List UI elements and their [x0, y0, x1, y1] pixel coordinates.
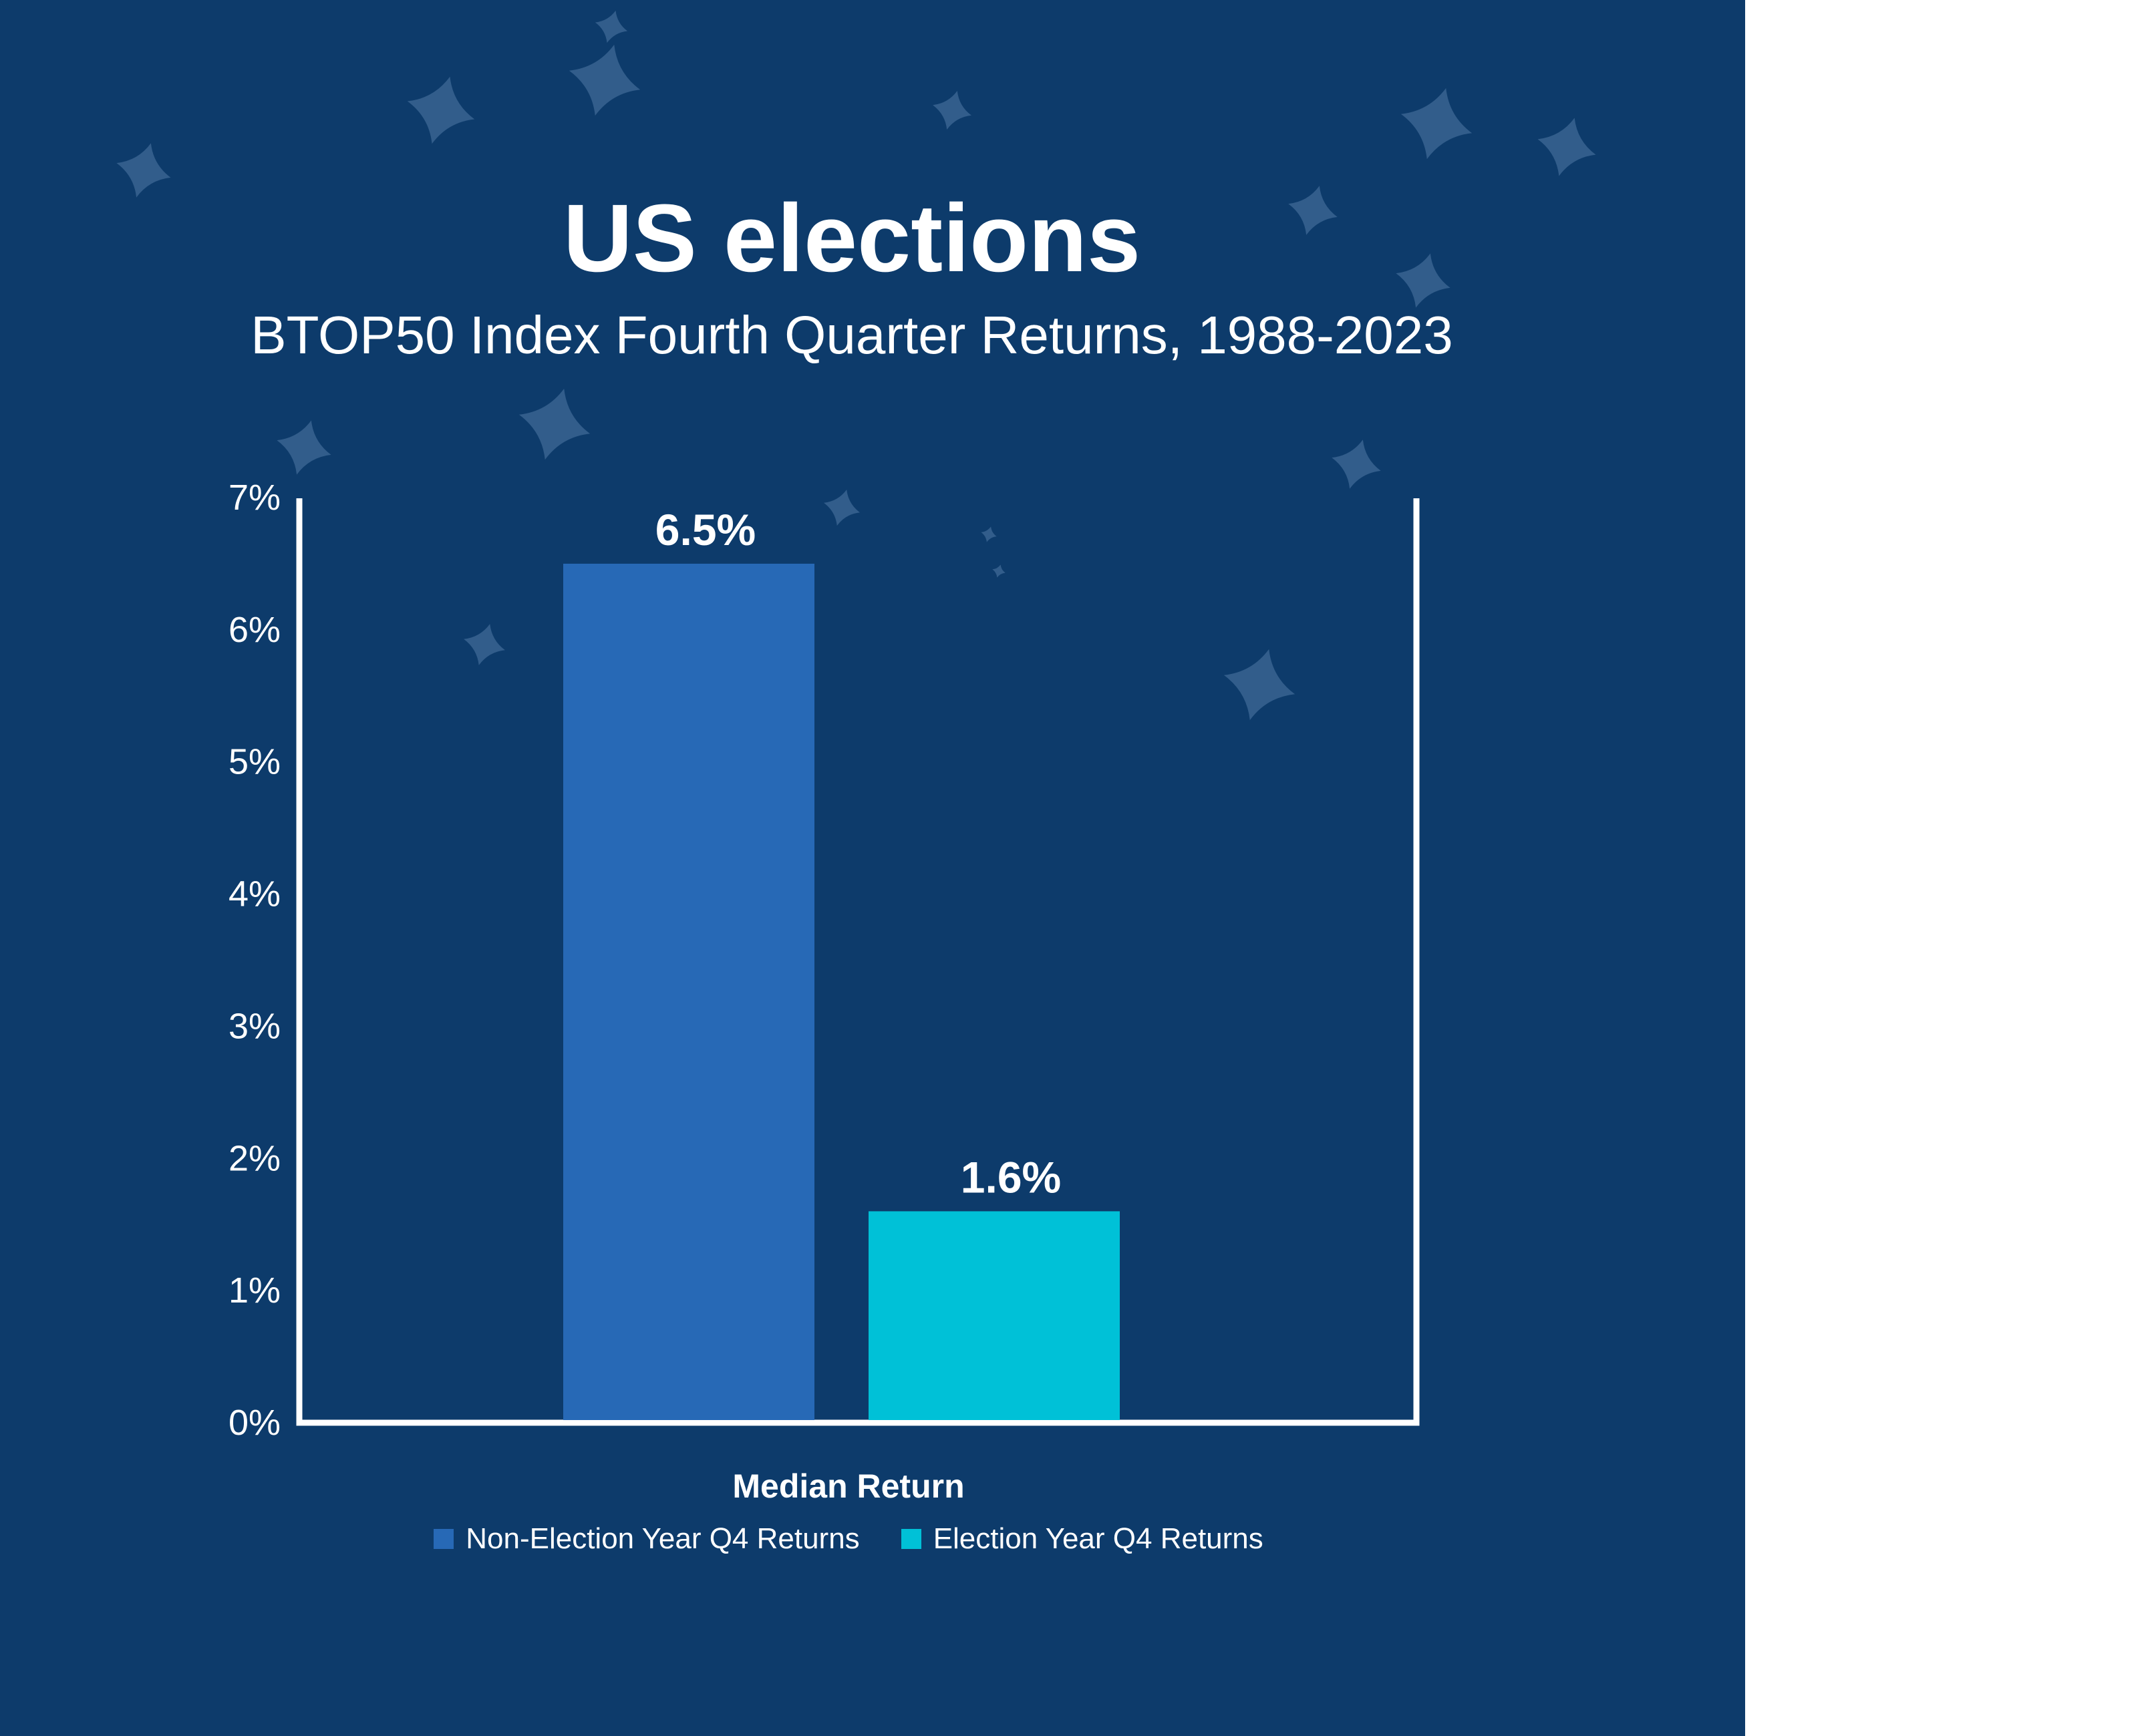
legend-item-non-election: Non-Election Year Q4 Returns: [434, 1522, 860, 1555]
sparkle-star-icon: [1332, 440, 1381, 489]
y-tick-label: 2%: [228, 1138, 281, 1178]
sparkle-star-icon: [569, 44, 641, 116]
sparkle-star-icon: [595, 10, 628, 43]
bar-non-election: [563, 563, 814, 1420]
legend-swatch-non-election: [434, 1529, 454, 1549]
sparkle-star-icon: [1288, 186, 1338, 235]
chart-panel: US elections BTOP50 Index Fourth Quarter…: [0, 0, 1745, 1736]
legend-label-non-election: Non-Election Year Q4 Returns: [466, 1522, 860, 1555]
y-tick-label: 3%: [228, 1006, 281, 1046]
y-tick-label: 0%: [228, 1403, 281, 1443]
sparkle-star-icon: [1223, 649, 1295, 721]
sparkle-star-icon: [277, 420, 331, 475]
sparkle-star-icon: [981, 526, 997, 542]
sparkle-star-icon: [933, 91, 971, 130]
axis-frame: [296, 498, 1420, 1426]
sparkle-star-icon: [518, 388, 591, 460]
chart-subtitle: BTOP50 Index Fourth Quarter Returns, 198…: [251, 305, 1453, 365]
legend-title: Median Return: [732, 1467, 965, 1505]
sparkle-star-icon: [116, 143, 171, 198]
legend-item-election: Election Year Q4 Returns: [901, 1524, 1263, 1554]
sparkle-star-icon: [1396, 253, 1450, 308]
bar-chart: 0% 1% 2% 3% 4% 5% 6% 7% 6.5% 1.6%: [228, 478, 1420, 1443]
y-tick-label: 6%: [228, 610, 281, 650]
legend-label-election: Election Year Q4 Returns: [933, 1522, 1263, 1555]
data-label-non-election: 6.5%: [655, 505, 756, 554]
sparkle-star-icon: [407, 76, 475, 144]
y-tick-label: 5%: [228, 742, 281, 782]
y-tick-label: 7%: [228, 478, 281, 518]
sparkle-star-icon: [992, 564, 1006, 578]
sparkle-star-icon: [823, 489, 861, 526]
bar-election: [869, 1211, 1120, 1420]
y-tick-label: 1%: [228, 1270, 281, 1311]
star-decorations: [116, 10, 1596, 721]
sparkle-star-icon: [1400, 88, 1473, 160]
sparkle-star-icon: [464, 624, 505, 665]
chart-title: US elections: [563, 184, 1141, 292]
legend: Non-Election Year Q4 Returns Election Ye…: [0, 1524, 1697, 1554]
data-label-election: 1.6%: [961, 1152, 1061, 1202]
sparkle-star-icon: [1537, 118, 1596, 176]
legend-swatch-election: [901, 1529, 921, 1549]
y-tick-label: 4%: [228, 874, 281, 914]
